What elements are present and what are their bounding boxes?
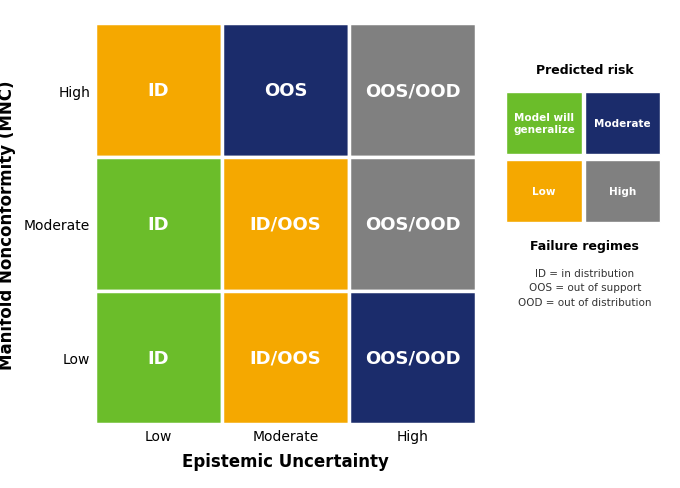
Bar — [222, 291, 349, 425]
Bar — [349, 158, 476, 291]
Text: OOS/OOD: OOS/OOD — [364, 349, 460, 367]
Text: High: High — [609, 186, 636, 197]
Bar — [349, 291, 476, 425]
Bar — [222, 24, 349, 158]
Text: Low: Low — [532, 186, 556, 197]
Text: OOS/OOD: OOS/OOD — [364, 216, 460, 233]
Text: Failure regimes: Failure regimes — [530, 240, 639, 253]
X-axis label: Epistemic Uncertainty: Epistemic Uncertainty — [182, 452, 389, 469]
Text: OOS: OOS — [264, 82, 307, 100]
Text: Moderate: Moderate — [594, 119, 651, 129]
Text: Model will
generalize: Model will generalize — [513, 113, 575, 134]
Bar — [95, 24, 222, 158]
Bar — [95, 158, 222, 291]
Text: ID = in distribution
OOS = out of support
OOD = out of distribution: ID = in distribution OOS = out of suppor… — [518, 268, 651, 307]
Text: ID: ID — [148, 216, 169, 233]
Text: ID/OOS: ID/OOS — [250, 216, 322, 233]
Bar — [585, 93, 660, 155]
Bar — [349, 24, 476, 158]
Bar — [585, 161, 660, 223]
Bar — [507, 93, 581, 155]
Text: ID: ID — [148, 82, 169, 100]
Text: ID: ID — [148, 349, 169, 367]
Text: OOS/OOD: OOS/OOD — [364, 82, 460, 100]
Bar — [95, 291, 222, 425]
Text: Predicted risk: Predicted risk — [536, 64, 634, 77]
Text: ID/OOS: ID/OOS — [250, 349, 322, 367]
Y-axis label: Manifold Nonconformity (MNC): Manifold Nonconformity (MNC) — [0, 80, 16, 369]
Bar — [507, 161, 581, 223]
Bar — [222, 158, 349, 291]
